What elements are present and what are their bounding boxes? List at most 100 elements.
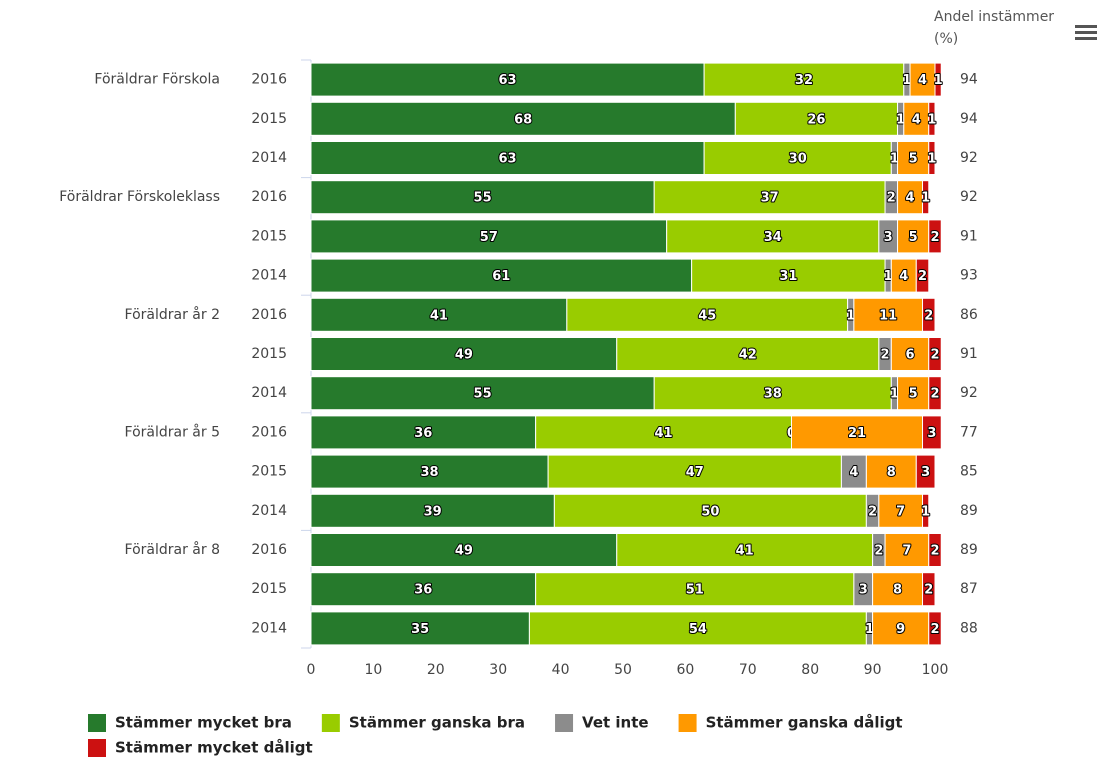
data-label: 21	[848, 426, 866, 441]
data-label: 32	[795, 73, 813, 88]
year-label: 2014	[251, 268, 287, 284]
data-label: 26	[807, 112, 825, 127]
bar-segment	[922, 415, 942, 450]
bar-segment	[703, 62, 905, 97]
total-label: 94	[960, 72, 978, 88]
data-label: 2	[930, 348, 939, 363]
year-label: 2015	[251, 111, 287, 127]
data-label: 68	[514, 112, 532, 127]
bar-segment	[922, 493, 930, 528]
data-label: 47	[686, 465, 704, 480]
year-label: 2016	[251, 307, 287, 323]
group-label: Föräldrar Förskola	[94, 72, 220, 88]
data-label: 1	[927, 112, 936, 127]
menu-line	[1075, 37, 1097, 40]
x-tick-label: 100	[922, 662, 949, 678]
legend-swatch	[88, 739, 106, 757]
data-label: 55	[474, 191, 492, 206]
data-label: 1	[927, 152, 936, 167]
x-tick-label: 90	[864, 662, 882, 678]
total-label: 92	[960, 150, 978, 166]
bar-segment	[310, 337, 618, 371]
data-label: 4	[912, 112, 921, 127]
data-label: 63	[499, 152, 517, 167]
total-label: 86	[960, 307, 978, 323]
data-label: 41	[736, 544, 754, 559]
bar-segment	[703, 141, 892, 175]
data-label: 30	[789, 152, 807, 167]
data-label: 57	[480, 230, 498, 245]
data-label: 1	[902, 73, 911, 88]
data-label: 34	[764, 230, 782, 245]
data-label: 9	[896, 622, 905, 637]
data-label: 8	[887, 465, 896, 480]
bar-segment	[878, 493, 924, 528]
data-label: 1	[896, 112, 905, 127]
menu-icon[interactable]	[1075, 25, 1097, 40]
bar-segment	[310, 141, 705, 175]
bar-segment	[547, 454, 842, 489]
total-label: 88	[960, 620, 978, 636]
bar-segment	[865, 454, 917, 489]
year-label: 2014	[251, 385, 287, 401]
bar-segment	[928, 376, 942, 411]
data-label: 2	[868, 504, 877, 519]
data-label: 8	[893, 583, 902, 598]
bar-segment	[616, 337, 880, 371]
total-label: 89	[960, 503, 978, 519]
legend-label: Stämmer mycket dåligt	[115, 739, 313, 757]
total-label: 89	[960, 542, 978, 558]
bar-segment	[616, 533, 874, 567]
data-label: 61	[492, 269, 510, 284]
data-label: 3	[859, 583, 868, 598]
group-label: Föräldrar år 2	[125, 306, 220, 323]
bar-segment	[922, 572, 936, 607]
bar-segment	[915, 258, 930, 293]
legend-label: Vet inte	[582, 714, 649, 732]
data-label: 3	[927, 426, 936, 441]
total-label: 92	[960, 189, 978, 205]
total-label: 94	[960, 111, 978, 127]
data-label: 2	[881, 348, 890, 363]
data-label: 41	[430, 308, 448, 323]
bar-segment	[535, 415, 792, 450]
data-label: 63	[499, 73, 517, 88]
data-label: 11	[879, 308, 897, 323]
data-label: 41	[655, 426, 673, 441]
bar-segment	[890, 337, 930, 371]
data-label: 1	[884, 269, 893, 284]
data-label: 3	[921, 465, 930, 480]
year-label: 2014	[251, 503, 287, 519]
bar-segment	[310, 533, 618, 567]
year-label: 2016	[251, 189, 287, 205]
data-label: 7	[902, 544, 911, 559]
x-tick-label: 0	[307, 662, 316, 678]
bar-segment	[922, 297, 936, 332]
data-label: 1	[890, 387, 899, 402]
bar-segment	[928, 337, 942, 371]
bar-segment	[310, 258, 693, 293]
data-label: 4	[849, 465, 858, 480]
group-label: Föräldrar år 8	[125, 541, 220, 558]
data-label: 2	[924, 308, 933, 323]
bar-segment	[872, 611, 930, 646]
data-label: 4	[906, 191, 915, 206]
x-tick-label: 60	[676, 662, 694, 678]
x-tick-label: 30	[489, 662, 507, 678]
data-label: 45	[698, 308, 716, 323]
x-tick-label: 80	[801, 662, 819, 678]
x-tick-label: 10	[364, 662, 382, 678]
bar-segment	[872, 572, 924, 607]
bar-segment	[922, 180, 930, 215]
x-tick-label: 70	[739, 662, 757, 678]
data-label: 4	[899, 269, 908, 284]
bar-segment	[928, 101, 936, 136]
data-label: 55	[474, 387, 492, 402]
bar-segment	[310, 376, 655, 411]
legend-label: Stämmer mycket bra	[115, 714, 292, 732]
data-label: 1	[934, 73, 943, 88]
year-label: 2014	[251, 620, 287, 636]
bar-segment	[310, 219, 668, 254]
